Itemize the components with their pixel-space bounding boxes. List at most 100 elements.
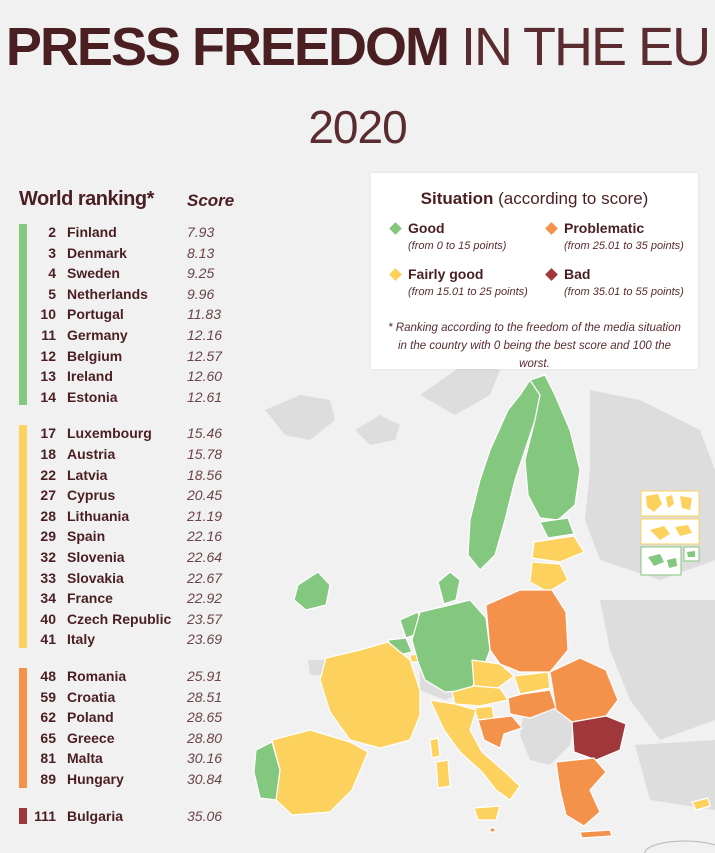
rank-number: 81 <box>40 750 56 767</box>
score-value: 23.57 <box>187 610 223 627</box>
legend-title-rest: (according to score) <box>493 189 649 208</box>
score-value: 22.92 <box>187 590 223 607</box>
country-name: France <box>67 590 113 607</box>
country-name: Hungary <box>67 771 124 787</box>
country-name: Estonia <box>67 388 118 405</box>
rank-number: 22 <box>40 466 56 483</box>
category-color-bar <box>19 807 27 825</box>
legend-good-label: Good <box>408 220 445 236</box>
rank-number: 111 <box>34 807 56 824</box>
score-value: 8.13 <box>187 244 215 261</box>
world-ranking-header: World ranking* <box>19 188 154 210</box>
title-light: IN THE EU <box>461 17 711 77</box>
country-italy-sicily <box>473 805 501 821</box>
country-malta <box>489 827 496 833</box>
rank-number: 3 <box>48 244 56 261</box>
score-header: Score <box>187 191 235 210</box>
country-name: Greece <box>67 729 115 746</box>
country-name: Denmark <box>67 244 127 261</box>
score-value: 12.60 <box>187 368 223 385</box>
rank-number: 18 <box>40 446 56 462</box>
legend-footnote: * Ranking according to the freedom of th… <box>388 322 681 370</box>
score-value: 7.93 <box>187 224 215 240</box>
legend-problematic-range: (from 25.01 to 35 points) <box>564 240 684 252</box>
country-slovakia <box>513 671 551 695</box>
country-name: Malta <box>67 750 103 767</box>
country-name: Netherlands <box>67 285 148 302</box>
page-year: 2020 <box>308 101 407 153</box>
country-name: Finland <box>67 224 117 240</box>
score-value: 15.46 <box>187 425 223 442</box>
country-name: Sweden <box>67 265 120 282</box>
score-value: 25.91 <box>187 668 223 684</box>
rank-number: 41 <box>40 631 56 648</box>
legend-good-range: (from 0 to 15 points) <box>408 240 507 252</box>
country-name: Lithuania <box>67 507 130 524</box>
country-estonia <box>539 517 575 539</box>
country-czech-republic <box>471 659 515 689</box>
problematic-diamond-icon <box>545 222 558 235</box>
country-name: Bulgaria <box>67 807 124 824</box>
score-value: 28.65 <box>187 709 223 726</box>
country-name: Cyprus <box>67 487 116 504</box>
country-france-corsica <box>429 737 441 759</box>
category-color-bar <box>19 668 27 788</box>
score-value: 12.16 <box>187 327 223 343</box>
rank-number: 4 <box>48 265 56 282</box>
country-poland <box>485 589 569 673</box>
score-value: 22.16 <box>187 528 223 545</box>
country-italy <box>429 699 521 801</box>
rank-number: 48 <box>40 668 56 684</box>
country-name: Italy <box>67 631 96 648</box>
rank-number: 34 <box>40 590 56 607</box>
category-color-bar <box>19 224 27 406</box>
rank-number: 11 <box>41 327 56 343</box>
country-name: Croatia <box>67 688 116 705</box>
score-value: 30.16 <box>187 750 223 767</box>
country-greece-crete <box>579 829 613 839</box>
country-name: Slovakia <box>67 569 124 586</box>
country-name: Austria <box>67 446 116 462</box>
score-value: 30.84 <box>187 771 223 787</box>
country-italy-sardinia <box>435 759 451 789</box>
country-france <box>319 641 421 749</box>
country-lithuania <box>529 561 569 593</box>
country-spain <box>271 729 369 816</box>
country-name: Poland <box>67 709 114 726</box>
fairly-good-diamond-icon <box>389 268 402 281</box>
country-name: Portugal <box>67 306 124 323</box>
country-name: Slovenia <box>67 549 125 565</box>
country-portugal <box>253 741 281 801</box>
score-value: 9.96 <box>187 285 215 302</box>
country-cyprus <box>691 797 711 811</box>
legend-bad-label: Bad <box>564 266 591 282</box>
bad-diamond-icon <box>545 268 558 281</box>
rank-number: 5 <box>48 285 56 302</box>
country-croatia <box>477 715 523 749</box>
country-ireland <box>293 571 331 611</box>
rank-number: 40 <box>40 610 56 627</box>
country-name: Germany <box>67 327 128 343</box>
score-value: 22.67 <box>187 569 223 586</box>
legend-bad-range: (from 35.01 to 55 points) <box>564 286 684 298</box>
title-bold: PRESS FREEDOM <box>5 17 450 77</box>
outermost-regions-inset <box>640 490 700 576</box>
country-greece <box>555 757 607 827</box>
score-value: 11.83 <box>187 306 221 323</box>
rank-number: 65 <box>40 729 56 746</box>
category-color-bar <box>19 425 27 648</box>
rank-number: 2 <box>48 224 56 240</box>
score-value: 28.51 <box>187 688 223 705</box>
score-value: 9.25 <box>187 265 215 282</box>
rank-number: 33 <box>40 569 56 586</box>
score-value: 18.56 <box>187 466 223 483</box>
country-name: Ireland <box>67 368 113 385</box>
legend-box: Situation (according to score) Good (fro… <box>371 173 698 370</box>
country-name: Belgium <box>67 347 123 364</box>
score-value: 15.78 <box>187 446 223 462</box>
country-name: Romania <box>67 668 127 684</box>
rank-number: 62 <box>40 709 56 726</box>
score-value: 20.45 <box>187 487 223 504</box>
score-value: 21.19 <box>187 507 223 524</box>
